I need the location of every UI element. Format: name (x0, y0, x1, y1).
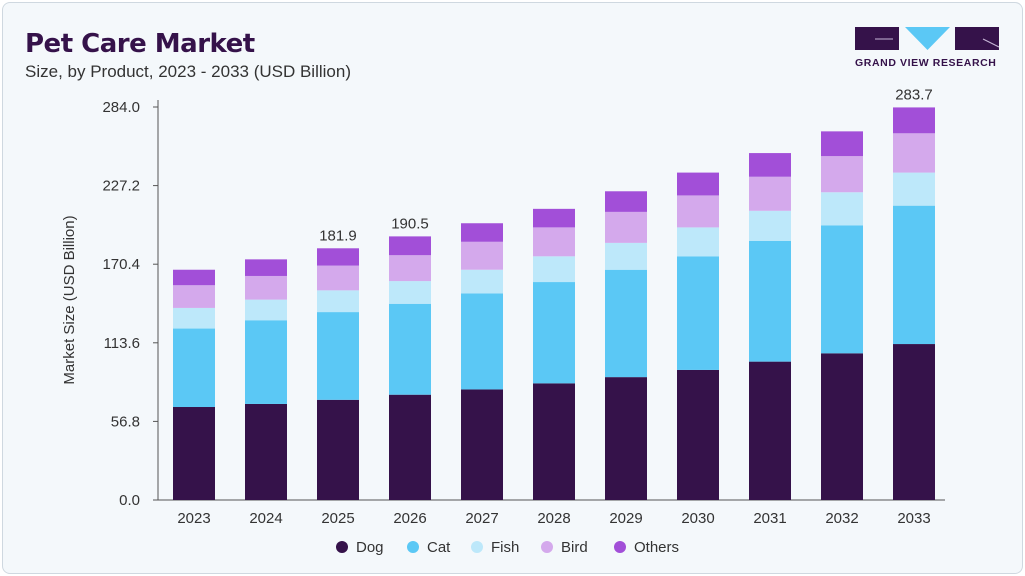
bar-segment-bird-2023 (173, 285, 215, 308)
bar-segment-dog-2029 (605, 377, 647, 500)
bar-segment-fish-2029 (605, 242, 647, 270)
bar-segment-fish-2030 (677, 227, 719, 257)
bar-segment-fish-2033 (893, 172, 935, 206)
x-tick-label: 2023 (177, 510, 210, 527)
total-label-2033: 283.7 (895, 86, 933, 103)
legend-marker-dog (336, 541, 348, 553)
grand-view-research-logo (855, 27, 1000, 50)
bar-segment-others-2032 (821, 131, 863, 157)
bar-segment-fish-2025 (317, 290, 359, 313)
bar-segment-cat-2027 (461, 293, 503, 390)
bar-segment-bird-2024 (245, 275, 287, 300)
x-tick-label: 2030 (681, 510, 714, 527)
bar-segment-bird-2027 (461, 241, 503, 270)
legend-label-dog: Dog (356, 539, 384, 556)
legend-label-others: Others (634, 539, 679, 556)
bar-segment-cat-2029 (605, 269, 647, 378)
bar-segment-dog-2031 (749, 361, 791, 500)
bar-segment-others-2030 (677, 172, 719, 196)
x-tick-label: 2027 (465, 510, 498, 527)
x-tick-label: 2031 (753, 510, 786, 527)
x-tick-label: 2032 (825, 510, 858, 527)
bar-segment-cat-2032 (821, 225, 863, 354)
bar-segment-others-2026 (389, 236, 431, 256)
bar-segment-fish-2023 (173, 307, 215, 329)
legend-marker-cat (407, 541, 419, 553)
bar-segment-dog-2024 (245, 403, 287, 500)
bar-segment-bird-2025 (317, 265, 359, 291)
bar-segment-bird-2030 (677, 195, 719, 228)
bar-segment-others-2023 (173, 269, 215, 286)
y-tick-label: 113.6 (104, 335, 140, 352)
x-tick-label: 2024 (249, 510, 282, 527)
bar-segment-bird-2032 (821, 156, 863, 193)
bar-segment-fish-2024 (245, 299, 287, 321)
chart-subtitle: Size, by Product, 2023 - 2033 (USD Billi… (25, 62, 351, 81)
y-axis-label: Market Size (USD Billion) (61, 215, 78, 384)
x-tick-label: 2033 (897, 510, 930, 527)
bar-segment-dog-2025 (317, 399, 359, 500)
y-tick-label: 170.4 (102, 256, 140, 273)
bar-segment-others-2033 (893, 107, 935, 134)
bar-segment-cat-2025 (317, 312, 359, 400)
bar-segment-others-2028 (533, 208, 575, 228)
bar-segment-cat-2026 (389, 303, 431, 395)
legend-marker-fish (471, 541, 483, 553)
bar-segment-dog-2023 (173, 407, 215, 500)
logo-text: GRAND VIEW RESEARCH (855, 57, 997, 69)
x-tick-label: 2028 (537, 510, 570, 527)
bar-segment-fish-2026 (389, 281, 431, 304)
y-tick-label: 0.0 (119, 492, 140, 509)
bar-segment-dog-2027 (461, 389, 503, 500)
bar-segment-others-2029 (605, 191, 647, 212)
bar-segment-fish-2032 (821, 192, 863, 226)
legend-label-cat: Cat (427, 539, 451, 556)
bar-segment-bird-2026 (389, 255, 431, 282)
bar-segment-others-2027 (461, 223, 503, 242)
bar-segment-bird-2033 (893, 133, 935, 173)
legend-label-fish: Fish (491, 539, 519, 556)
bar-segment-cat-2024 (245, 320, 287, 404)
bar-segment-bird-2031 (749, 176, 791, 211)
bar-segment-cat-2031 (749, 240, 791, 362)
bar-segment-dog-2030 (677, 369, 719, 500)
bar-segment-cat-2023 (173, 328, 215, 408)
bar-segment-dog-2033 (893, 344, 935, 500)
y-tick-label: 56.8 (111, 413, 140, 430)
bar-segment-cat-2028 (533, 282, 575, 384)
x-tick-label: 2026 (393, 510, 426, 527)
bar-segment-cat-2030 (677, 256, 719, 370)
bar-segment-fish-2027 (461, 269, 503, 294)
bar-segment-others-2024 (245, 259, 287, 276)
bar-segment-others-2031 (749, 153, 791, 177)
bar-segment-fish-2028 (533, 256, 575, 283)
bar-segment-bird-2029 (605, 211, 647, 243)
bar-segment-dog-2028 (533, 383, 575, 500)
bar-segment-bird-2028 (533, 227, 575, 257)
bar-segment-fish-2031 (749, 210, 791, 241)
legend-label-bird: Bird (561, 539, 588, 556)
bar-segment-cat-2033 (893, 205, 935, 345)
bar-segment-dog-2026 (389, 394, 431, 500)
y-tick-label: 227.2 (102, 178, 140, 195)
x-tick-label: 2025 (321, 510, 354, 527)
total-label-2025: 181.9 (319, 227, 357, 244)
bar-segment-others-2025 (317, 248, 359, 266)
legend-marker-bird (541, 541, 553, 553)
y-tick-label: 284.0 (102, 99, 140, 116)
bar-segment-dog-2032 (821, 353, 863, 500)
chart-title: Pet Care Market (25, 29, 255, 59)
total-label-2026: 190.5 (391, 215, 429, 232)
x-tick-label: 2029 (609, 510, 642, 527)
legend-marker-others (614, 541, 626, 553)
